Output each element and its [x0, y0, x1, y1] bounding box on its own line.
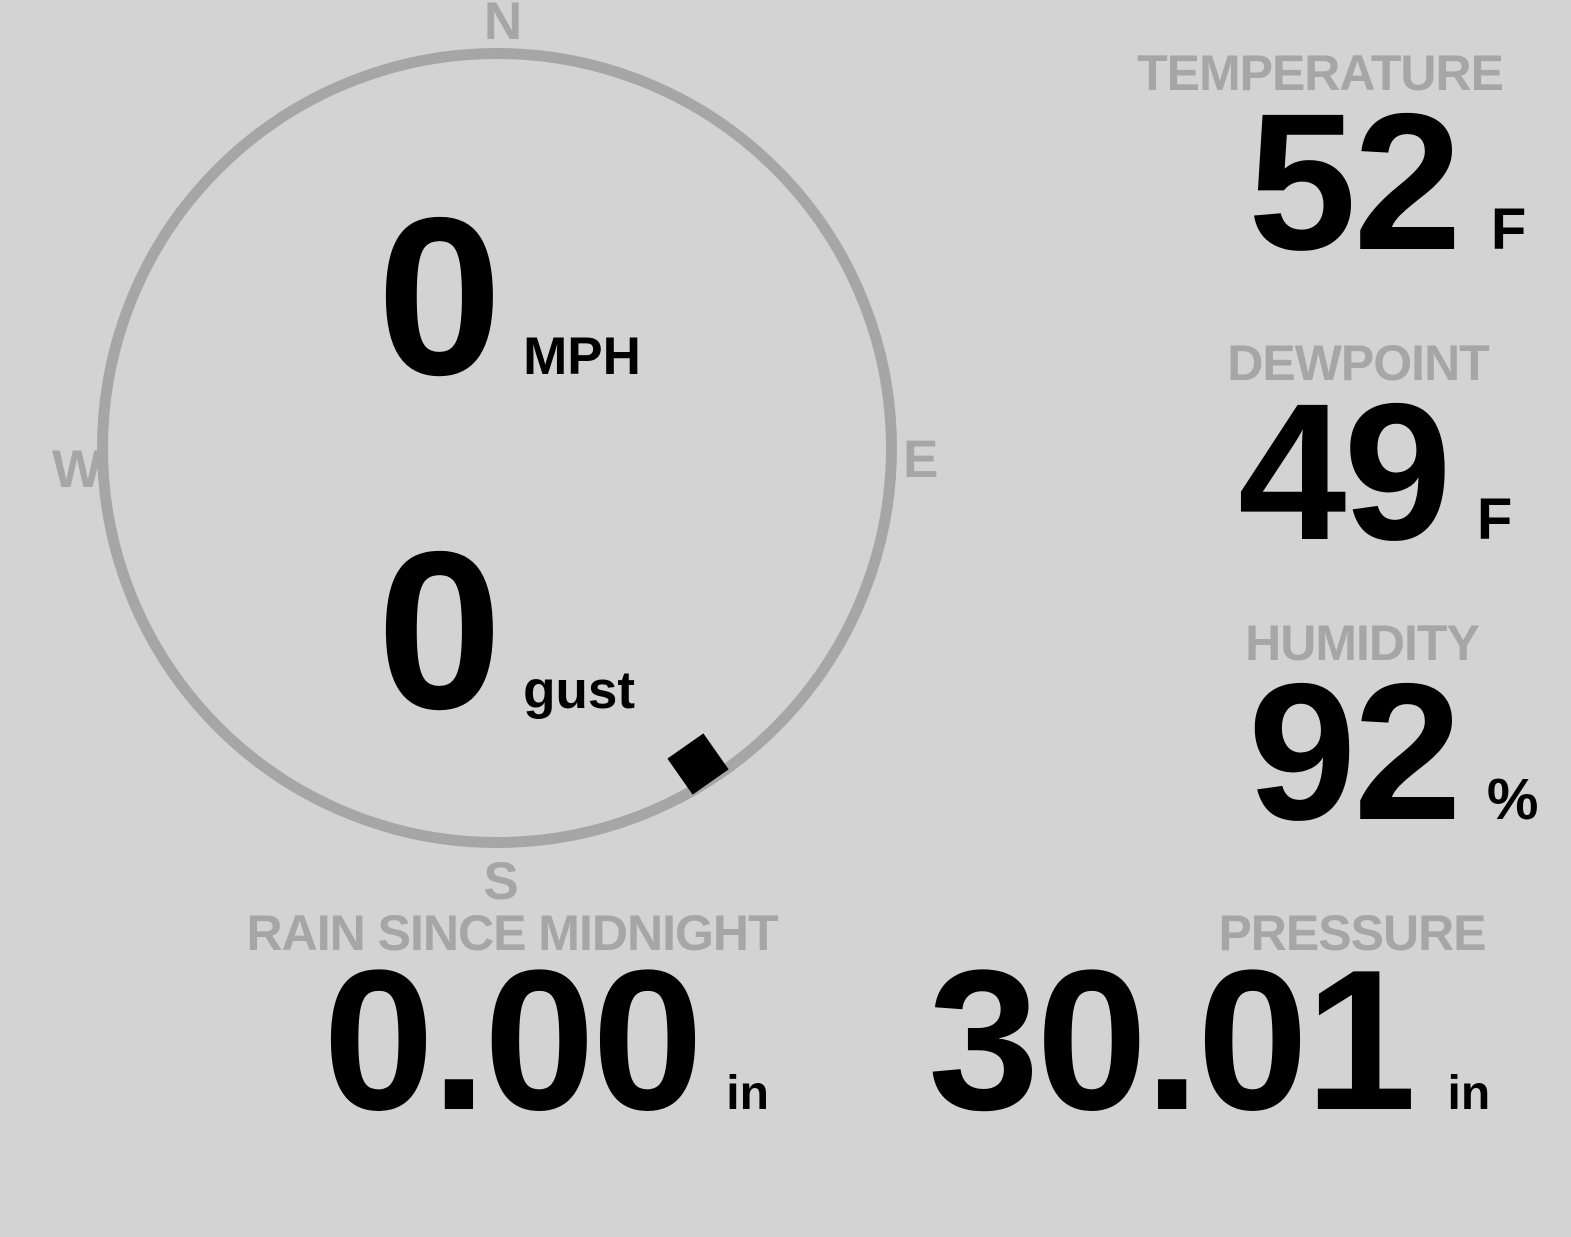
humidity-unit: % — [1486, 767, 1539, 832]
compass-cardinal-south: S — [483, 852, 519, 911]
compass-ring — [97, 48, 897, 848]
pressure-unit: in — [1447, 1067, 1491, 1120]
dewpoint-unit: F — [1476, 487, 1513, 552]
wind-speed-value: 0 — [377, 170, 502, 422]
pressure-value: 30.01 — [928, 929, 1416, 1152]
rain-value: 0.00 — [323, 929, 703, 1152]
dewpoint-reading: 49 F — [1238, 375, 1512, 570]
wind-speed-unit: MPH — [523, 327, 641, 386]
temperature-label: TEMPERATURE — [1137, 45, 1504, 101]
pressure-label: PRESSURE — [1218, 905, 1486, 961]
rain-unit: in — [726, 1067, 769, 1120]
temperature-unit: F — [1490, 197, 1527, 262]
dewpoint-label: DEWPOINT — [1227, 335, 1489, 391]
wind-gust-value: 0 — [377, 504, 502, 756]
rain-label: RAIN SINCE MIDNIGHT — [246, 905, 779, 961]
humidity-reading: 92 % — [1248, 655, 1538, 850]
compass-cardinal-north: N — [483, 0, 523, 51]
compass-cardinal-east: E — [903, 430, 939, 489]
temperature-value: 52 — [1248, 73, 1462, 291]
rain-reading: 0.00 in — [323, 941, 769, 1141]
wind-speed-reading: 0 MPH — [377, 184, 641, 409]
dewpoint-value: 49 — [1238, 363, 1452, 581]
humidity-value: 92 — [1248, 643, 1462, 861]
temperature-reading: 52 F — [1248, 85, 1526, 280]
humidity-label: HUMIDITY — [1245, 615, 1480, 671]
wind-gust-unit: gust — [523, 661, 636, 720]
wind-gust-reading: 0 gust — [377, 518, 635, 743]
pressure-reading: 30.01 in — [928, 941, 1490, 1141]
compass-cardinal-west: W — [52, 440, 103, 499]
